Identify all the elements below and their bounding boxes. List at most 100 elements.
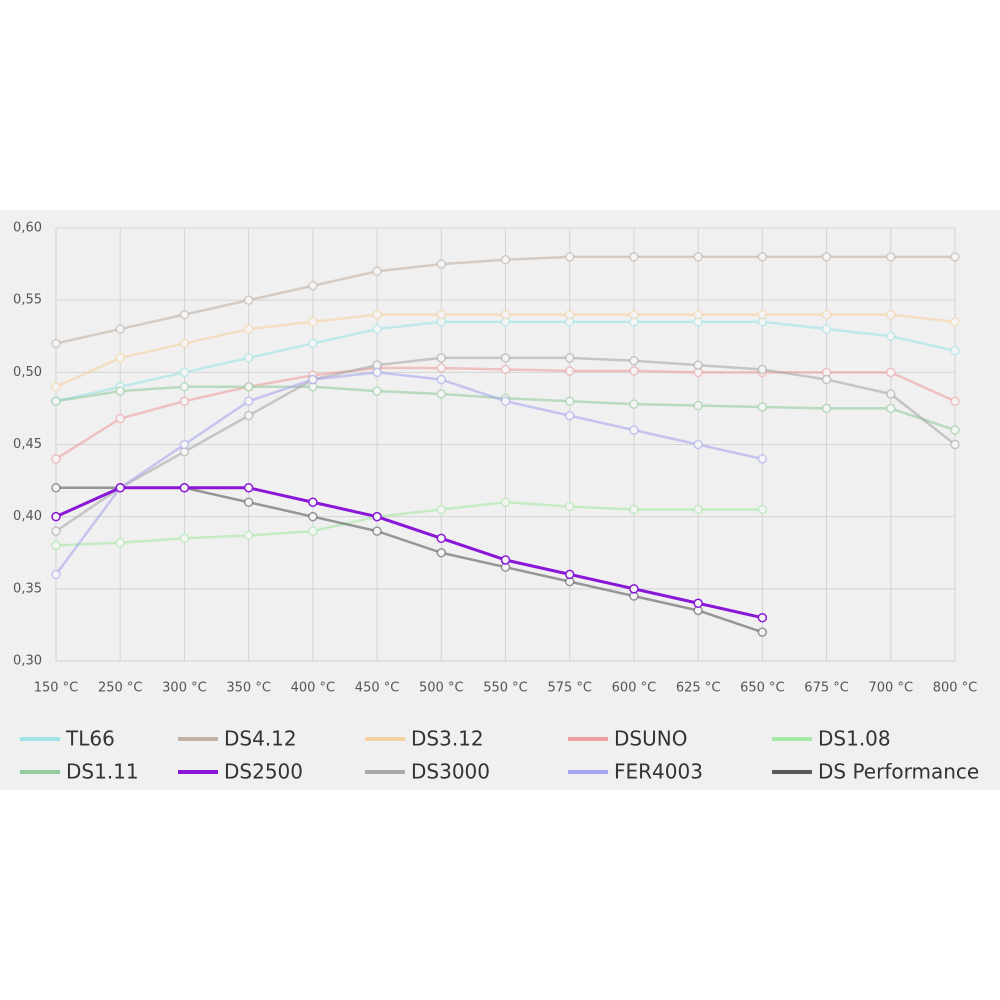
legend-label: DS2500: [224, 760, 303, 784]
y-tick-label: 0,50: [13, 365, 42, 380]
series-line: [55, 486, 763, 620]
data-point: [564, 366, 575, 376]
data-point: [950, 345, 960, 356]
data-point: [757, 402, 768, 412]
legend-label: DS Performance: [818, 760, 979, 784]
data-point: [950, 252, 960, 262]
data-point: [179, 367, 190, 378]
data-point: [564, 353, 575, 363]
y-tick-label: 0,55: [13, 293, 42, 308]
data-point: [629, 425, 639, 435]
data-point: [179, 483, 190, 493]
data-point: [51, 483, 61, 493]
data-point: [308, 497, 318, 507]
data-point: [179, 382, 190, 392]
data-point: [436, 504, 447, 515]
data-point: [564, 501, 575, 512]
data-point: [308, 374, 318, 385]
data-point: [693, 309, 703, 320]
data-point: [629, 584, 639, 594]
data-point: [243, 530, 254, 541]
data-point: [500, 396, 511, 406]
data-point: [179, 396, 190, 406]
x-tick-label: 300 °C: [162, 681, 207, 696]
data-point: [243, 483, 254, 493]
series-line: [55, 500, 763, 547]
data-point: [243, 396, 254, 406]
data-point: [308, 317, 318, 327]
data-point: [886, 367, 896, 378]
x-tick-label: 500 °C: [419, 681, 464, 696]
x-tick-label: 625 °C: [676, 681, 721, 696]
x-tick-label: 650 °C: [740, 681, 785, 696]
data-point: [950, 425, 960, 435]
data-point: [693, 439, 703, 450]
data-point: [372, 324, 382, 334]
legend-label: DS4.12: [224, 727, 297, 751]
data-point: [308, 526, 318, 536]
data-point: [436, 259, 447, 269]
legend-label: TL66: [65, 727, 115, 751]
data-point: [693, 598, 703, 609]
data-point: [243, 382, 254, 392]
x-tick-label: 675 °C: [804, 681, 849, 696]
data-point: [821, 324, 832, 334]
y-tick-label: 0,60: [13, 221, 42, 236]
data-point: [886, 389, 896, 399]
data-point: [757, 504, 768, 515]
data-point: [693, 400, 703, 411]
data-point: [564, 410, 575, 421]
data-point: [372, 511, 382, 522]
data-point: [372, 367, 382, 378]
data-point: [308, 338, 318, 349]
data-point: [243, 295, 254, 305]
x-tick-label: 350 °C: [226, 681, 271, 696]
legend-label: DS1.08: [818, 727, 891, 751]
data-point: [950, 439, 960, 450]
legend-label: FER4003: [614, 760, 703, 784]
data-point: [115, 324, 125, 334]
chart-background: [0, 210, 1000, 790]
data-point: [179, 309, 190, 320]
legend-label: DS3000: [411, 760, 490, 784]
data-point: [372, 386, 382, 396]
x-tick-label: 600 °C: [612, 681, 657, 696]
data-point: [51, 540, 61, 551]
data-point: [629, 252, 639, 262]
x-tick-label: 800 °C: [933, 681, 978, 696]
data-point: [115, 386, 125, 396]
x-tick-label: 700 °C: [869, 681, 914, 696]
data-point: [564, 309, 575, 320]
data-point: [886, 252, 896, 262]
data-point: [757, 454, 768, 464]
data-point: [629, 309, 639, 320]
data-point: [436, 533, 447, 544]
x-tick-label: 550 °C: [483, 681, 528, 696]
data-point: [372, 266, 382, 277]
data-point: [51, 569, 61, 580]
data-point: [950, 396, 960, 406]
data-point: [115, 353, 125, 363]
data-point: [51, 382, 61, 392]
data-point: [243, 324, 254, 334]
data-point: [821, 374, 832, 385]
data-point: [757, 627, 768, 637]
data-point: [757, 612, 768, 623]
y-tick-label: 0,30: [13, 654, 42, 669]
data-point: [179, 338, 190, 349]
data-point: [115, 413, 125, 424]
data-point: [500, 497, 511, 507]
y-tick-label: 0,45: [13, 437, 42, 452]
data-point: [500, 309, 511, 320]
series-line: [54, 371, 763, 576]
data-point: [51, 396, 61, 406]
data-point: [757, 309, 768, 320]
data-point: [436, 353, 447, 363]
data-point: [436, 548, 447, 558]
data-point: [886, 331, 896, 341]
legend-label: DS1.11: [66, 760, 139, 784]
x-tick-label: 150 °C: [34, 681, 79, 696]
x-tick-label: 250 °C: [98, 681, 143, 696]
data-point: [693, 360, 703, 370]
data-point: [886, 403, 896, 414]
